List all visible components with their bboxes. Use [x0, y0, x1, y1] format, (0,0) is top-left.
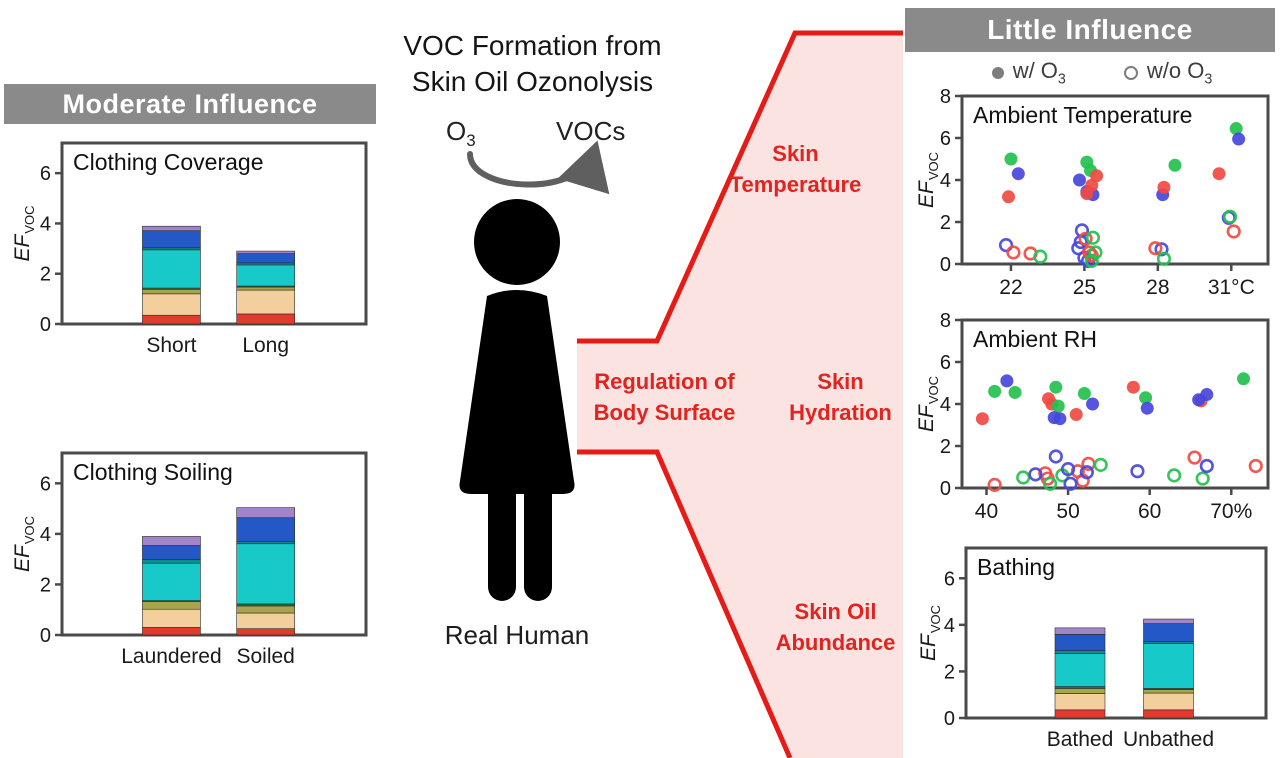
- figure-title-line2: Skin Oil Ozonolysis: [411, 65, 654, 97]
- legend-item-with-o3: w/ O3: [991, 58, 1066, 88]
- ambient-rh-chart: 0 2 4 6 8 EFVOC Ambient RH 40 50 60 70%: [918, 312, 1270, 523]
- without-o3-label: w/o O3: [1146, 58, 1213, 88]
- svg-text:Ambient Temperature: Ambient Temperature: [973, 102, 1192, 128]
- real-human-label: Real Human: [444, 620, 590, 650]
- svg-text:2: 2: [944, 661, 955, 683]
- svg-text:Long: Long: [242, 334, 289, 357]
- svg-text:0: 0: [940, 254, 951, 276]
- svg-text:25: 25: [1073, 276, 1096, 299]
- svg-text:EFVOC: EFVOC: [920, 605, 943, 661]
- svg-text:6: 6: [940, 128, 951, 150]
- svg-text:6: 6: [40, 473, 51, 495]
- moderate-influence-header: Moderate Influence: [4, 84, 376, 124]
- svg-text:0: 0: [40, 314, 51, 336]
- svg-text:2: 2: [40, 264, 51, 286]
- open-dot-icon: [1123, 65, 1138, 80]
- svg-text:8: 8: [940, 88, 951, 108]
- svg-text:2: 2: [940, 436, 951, 458]
- svg-text:50: 50: [1056, 500, 1079, 523]
- svg-text:Short: Short: [146, 334, 196, 357]
- reaction-arrow-icon: [467, 140, 610, 195]
- regulation-of-body-surface-label: Regulation of Body Surface: [593, 369, 736, 426]
- legend-item-without-o3: w/o O3: [1123, 58, 1213, 88]
- svg-text:EFVOC: EFVOC: [918, 376, 941, 432]
- reaction-scheme: O3 VOCs: [418, 116, 668, 208]
- svg-text:2: 2: [940, 212, 951, 234]
- svg-text:4: 4: [944, 615, 955, 637]
- svg-text:8: 8: [940, 312, 951, 332]
- svg-text:40: 40: [975, 500, 998, 523]
- little-influence-header: Little Influence: [905, 8, 1275, 52]
- svg-text:Soiled: Soiled: [236, 645, 294, 668]
- svg-text:2: 2: [40, 574, 51, 596]
- svg-text:28: 28: [1146, 276, 1169, 299]
- skin-oil-abundance-label: Skin Oil Abundance: [775, 599, 896, 656]
- svg-text:EFVOC: EFVOC: [14, 516, 37, 572]
- svg-text:Unbathed: Unbathed: [1123, 728, 1214, 751]
- svg-text:6: 6: [944, 568, 955, 590]
- ambient-temperature-chart: 0 2 4 6 8 EFVOC Ambient Temperature 22 25 28 31°C: [918, 88, 1270, 299]
- svg-text:Bathing: Bathing: [977, 554, 1055, 580]
- svg-text:6: 6: [940, 352, 951, 374]
- svg-text:Ambient RH: Ambient RH: [973, 326, 1097, 352]
- svg-text:70%: 70%: [1210, 500, 1252, 523]
- ozone-label: O3: [446, 116, 476, 151]
- filled-dot-icon: [991, 66, 1004, 79]
- svg-text:EFVOC: EFVOC: [14, 205, 37, 261]
- svg-text:Bathed: Bathed: [1047, 728, 1114, 751]
- svg-text:4: 4: [40, 213, 51, 235]
- svg-text:60: 60: [1138, 500, 1161, 523]
- svg-text:6: 6: [40, 163, 51, 185]
- skin-temperature-label: Skin Temperature: [729, 141, 862, 198]
- little-influence-label: Little Influence: [987, 14, 1193, 45]
- skin-hydration-label: Skin Hydration: [789, 369, 892, 426]
- svg-text:Laundered: Laundered: [121, 645, 221, 668]
- svg-text:0: 0: [40, 625, 51, 647]
- figure-title-line1: VOC Formation from: [403, 30, 662, 61]
- svg-text:0: 0: [944, 708, 955, 730]
- svg-text:0: 0: [940, 478, 951, 500]
- moderate-influence-label: Moderate Influence: [62, 88, 318, 119]
- svg-text:4: 4: [40, 524, 51, 546]
- with-o3-label: w/ O3: [1012, 58, 1066, 88]
- human-silhouette-icon: [459, 199, 575, 601]
- svg-text:Clothing Coverage: Clothing Coverage: [73, 149, 264, 175]
- svg-text:4: 4: [940, 394, 951, 416]
- o3-legend: w/ O3 w/o O3: [928, 58, 1276, 88]
- svg-text:4: 4: [940, 170, 951, 192]
- svg-text:31°C: 31°C: [1208, 276, 1255, 299]
- svg-text:22: 22: [999, 276, 1022, 299]
- figure-title: VOC Formation from Skin Oil Ozonolysis: [350, 28, 715, 100]
- svg-text:Clothing Soiling: Clothing Soiling: [73, 459, 233, 485]
- svg-text:EFVOC: EFVOC: [918, 152, 941, 208]
